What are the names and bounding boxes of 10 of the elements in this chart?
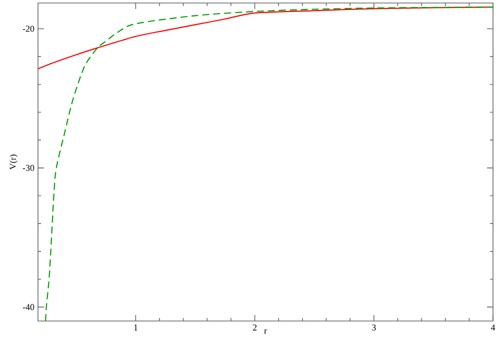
x-tick-label: 3: [372, 324, 376, 331]
x-tick-label: 4: [490, 324, 496, 330]
x-tick-label: 2: [252, 324, 257, 330]
x-tick-label: 1: [134, 324, 138, 330]
y-tick-label: -30: [22, 164, 34, 171]
line-series: [45, 6, 494, 321]
y-axis-title: V(r): [10, 154, 18, 170]
y-tick-label: -20: [22, 26, 34, 32]
x-axis-title: r: [264, 329, 267, 334]
y-tick-label: -40: [22, 304, 34, 310]
